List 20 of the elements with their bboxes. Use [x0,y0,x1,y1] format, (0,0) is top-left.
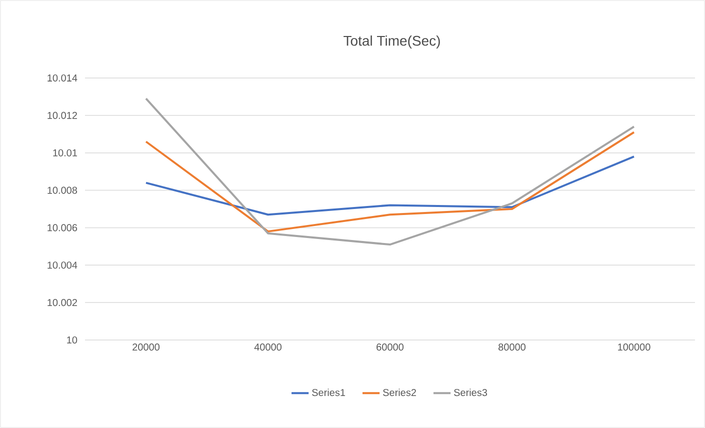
y-tick-label: 10.006 [48,224,78,232]
x-tick-label: 60000 [376,344,404,351]
x-tick-label: 80000 [498,344,526,351]
y-tick-label: 10.012 [48,112,77,119]
chart-title: Total Time(Sec) [344,35,440,49]
line-series [145,156,635,216]
line-series [145,131,635,232]
x-tick-label: 100000 [618,344,650,351]
y-tick-label: 10.014 [48,74,78,82]
line-series [145,98,635,246]
x-tick-label: 40000 [254,344,282,351]
y-tick-label: 10.008 [48,186,78,194]
y-tick-label: 10 [67,336,78,344]
legend-label: Series2 [383,388,416,396]
y-tick-label: 10.002 [48,299,77,306]
y-tick-label: 10.004 [48,262,78,269]
x-tick-label: 20000 [132,344,160,351]
legend-label: Series3 [454,388,488,396]
y-tick-label: 10.01 [53,149,77,156]
legend-label: Series1 [312,388,346,396]
